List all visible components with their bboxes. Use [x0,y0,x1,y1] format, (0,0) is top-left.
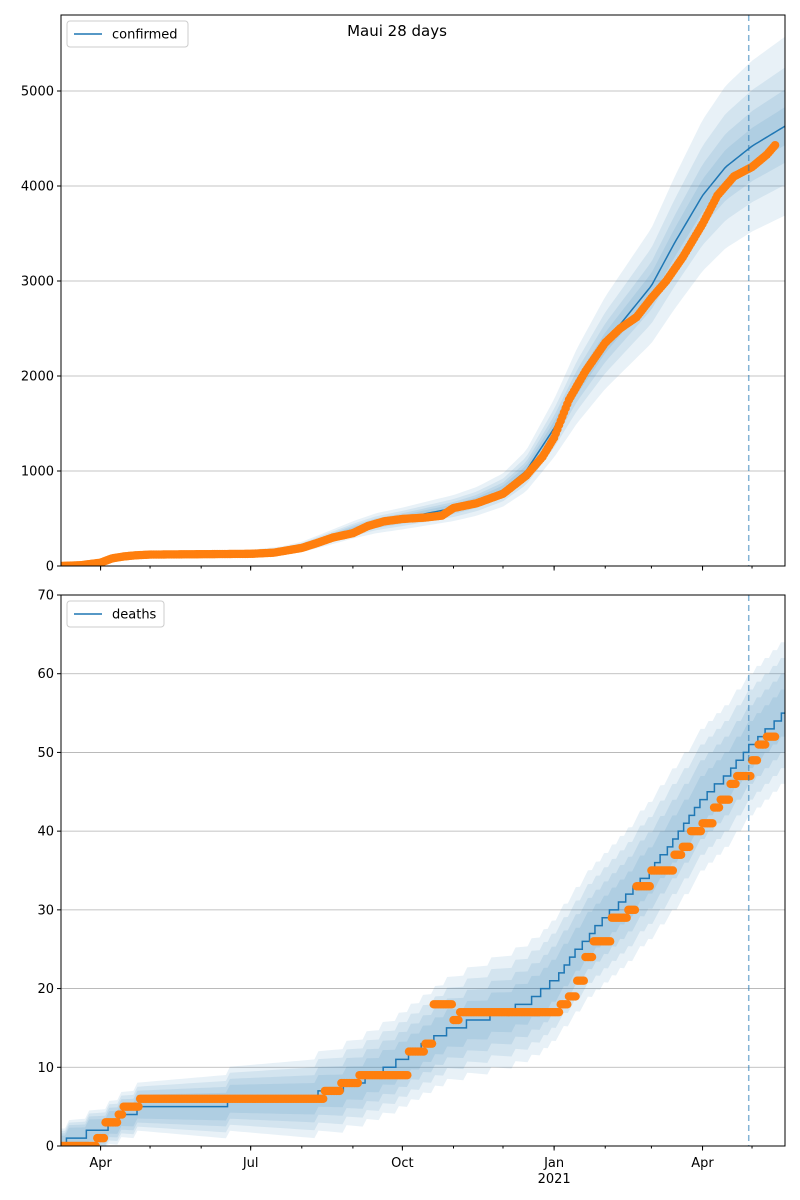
model-line [61,712,785,1146]
observed-point [685,842,694,852]
observed-point [761,740,770,749]
y-tick-label: 1000 [21,465,54,480]
legend: confirmed [66,20,189,48]
observed-point [134,1102,143,1111]
legend-label: confirmed [112,28,178,43]
y-tick-label: 20 [37,982,54,997]
uncertainty-band [61,36,785,566]
x-tick-sublabel: 2021 [538,1172,571,1187]
observed-point [112,1118,122,1127]
uncertainty-band [61,89,785,566]
y-tick-label: 30 [37,903,54,918]
axes-frame [60,14,786,567]
observed-point [447,1000,457,1009]
y-tick-label: 0 [46,1140,54,1155]
observed-point [622,913,631,922]
observed-point [403,1070,412,1080]
observed-point [645,882,654,891]
observed-point [587,952,597,962]
confirmed-panel: 0 1000 2000 3000 4000 5000 confirmed [21,14,786,575]
observed-point [99,1133,109,1143]
figure-title: Maui 28 days [347,22,447,40]
y-tick-label: 70 [37,589,54,604]
observed-point [605,937,615,946]
observed-point [770,732,780,741]
y-tick-label: 60 [37,667,54,682]
plot-area [61,642,785,1146]
observed-point [454,1015,463,1025]
observed-point [427,1039,437,1048]
observed-point [579,976,588,985]
observed-point [714,803,724,812]
observed-point [419,1047,429,1056]
x-tick-label: Oct [391,1156,413,1171]
observed-point [563,1000,572,1009]
legend-label: deaths [112,608,157,623]
x-tick-label: Apr [89,1156,112,1171]
x-tick-label: Apr [691,1156,714,1171]
y-tick-label: 50 [37,746,54,761]
y-tick-label: 40 [37,825,54,840]
y-tick-label: 0 [46,560,54,575]
observed-point [746,771,755,781]
x-tick-label: Jul [242,1156,259,1171]
observed-point [731,779,740,789]
observed-point [708,819,717,828]
observed-point [668,866,678,875]
y-tick-label: 10 [37,1061,54,1076]
observed-point [770,140,780,150]
axes-frame [60,594,786,1147]
observed-point [353,1078,363,1088]
legend-box [66,600,165,628]
observed-point [676,850,686,859]
uncertainty-band [61,67,785,566]
legend: deaths [66,600,165,628]
legend-box [66,20,189,48]
observed-point [117,1110,127,1119]
y-tick-label: 4000 [21,180,54,195]
observed-point [752,756,762,765]
observed-point [554,1007,564,1017]
observed-point [571,992,580,1001]
observed-point [696,826,706,836]
observed-point [91,1141,100,1146]
y-tick-label: 2000 [21,370,54,385]
observed-point [319,1094,328,1103]
observed-point [630,905,640,915]
x-tick-label: Jan [543,1156,564,1171]
plot-area [61,36,785,566]
observed-point [724,795,734,804]
observed-point [335,1086,344,1096]
y-tick-label: 5000 [21,85,54,100]
y-tick-label: 3000 [21,275,54,290]
